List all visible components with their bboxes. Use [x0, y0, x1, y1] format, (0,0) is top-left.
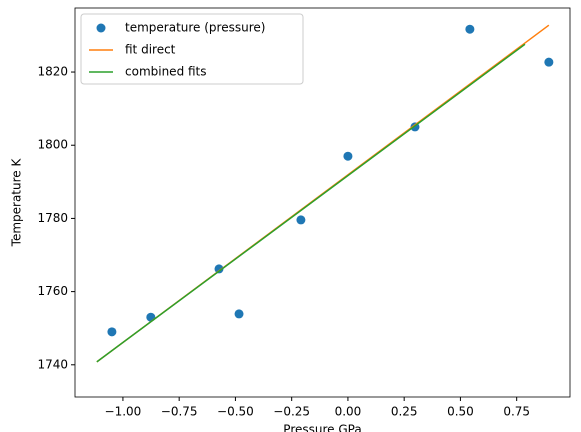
x-tick-label: −0.25 — [273, 405, 310, 419]
x-tick-label: −0.50 — [217, 405, 254, 419]
legend-box — [80, 13, 304, 85]
y-axis-label: Temperature K — [10, 158, 24, 248]
y-tick-label: 1800 — [37, 138, 68, 152]
data-point — [234, 309, 244, 319]
y-tick-label: 1780 — [37, 211, 68, 225]
plot-frame — [74, 7, 571, 398]
fit-line — [96, 43, 526, 363]
x-tick-label: 0.00 — [335, 405, 362, 419]
data-point — [343, 151, 353, 161]
x-tick-label: 0.75 — [503, 405, 530, 419]
x-axis-label: Pressure GPa — [283, 423, 361, 432]
data-point — [214, 264, 224, 274]
legend-marker — [96, 23, 106, 33]
y-tick-label: 1760 — [37, 284, 68, 298]
legend-label: temperature (pressure) — [125, 21, 265, 35]
x-tick-label: 0.25 — [391, 405, 418, 419]
y-tick-label: 1740 — [37, 357, 68, 371]
x-tick-label: −0.75 — [161, 405, 198, 419]
legend-label: combined fits — [125, 65, 207, 79]
data-point — [465, 24, 475, 34]
x-tick-label: 0.50 — [447, 405, 474, 419]
y-tick-label: 1820 — [37, 65, 68, 79]
legend: temperature (pressure) fit direct combined… — [80, 13, 304, 85]
x-tick-label: −1.00 — [105, 405, 142, 419]
data-point — [544, 57, 554, 67]
data-point — [107, 327, 117, 337]
data-point — [296, 215, 306, 225]
legend-label: fit direct — [125, 43, 176, 57]
